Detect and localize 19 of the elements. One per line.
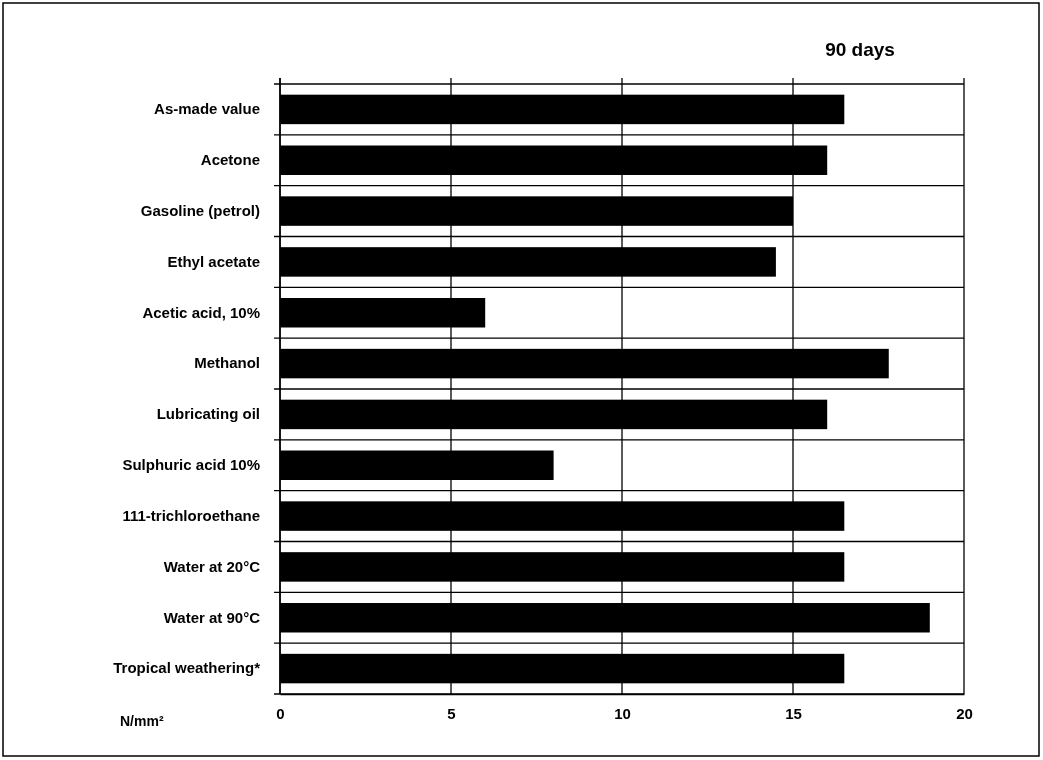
x-tick-label: 5 (447, 704, 456, 722)
x-tick-label: 15 (785, 704, 802, 722)
x-tick-label: 0 (276, 704, 285, 722)
y-tick-label: Methanol (194, 354, 260, 372)
y-tick-label: Ethyl acetate (167, 252, 260, 270)
y-tick-label: Water at 20°C (163, 557, 261, 575)
y-tick-label: Acetic acid, 10% (142, 303, 260, 321)
y-tick-label: Gasoline (petrol) (140, 201, 260, 219)
y-tick-label: Sulphuric acid 10% (122, 456, 260, 474)
chart-title: 90 days (825, 39, 895, 60)
y-tick-label: As-made value (154, 100, 260, 118)
y-tick-label: Lubricating oil (156, 405, 260, 423)
y-tick-label: Tropical weathering* (113, 659, 261, 677)
x-tick-label: 10 (614, 704, 631, 722)
x-axis-title: N/mm² (120, 713, 164, 729)
y-tick-label: 111-trichloroethane (122, 506, 260, 524)
y-tick-label: Water at 90°C (163, 608, 261, 626)
x-tick-label: 20 (956, 704, 973, 722)
y-tick-label: Acetone (200, 151, 260, 169)
